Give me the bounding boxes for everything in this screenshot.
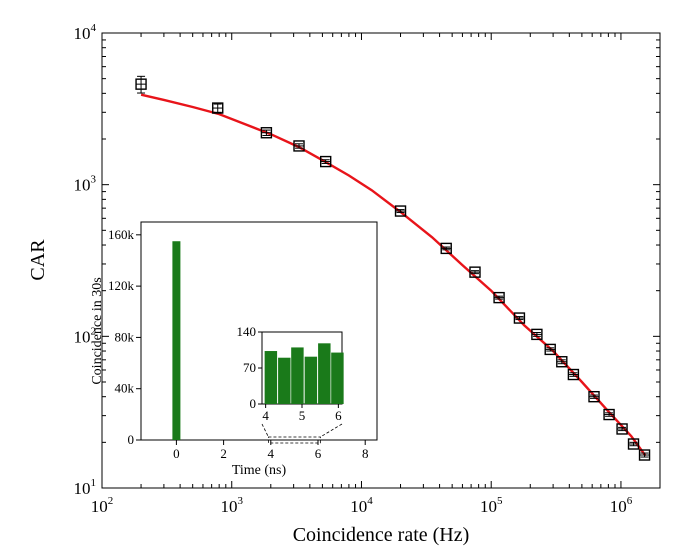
- data-point: [603, 408, 615, 421]
- data-point: [320, 155, 332, 168]
- inset-y-tick-label: 80k: [115, 329, 135, 344]
- main-axis-ticks: [101, 32, 661, 489]
- fit-curve: [140, 93, 647, 457]
- inset-x-tick-label: 0: [173, 446, 180, 461]
- zoom-connector-left: [261, 423, 269, 438]
- zoom-y-tick-label: 140: [237, 324, 257, 339]
- inset-bar: [172, 241, 181, 440]
- inset-x-tick-label: 4: [268, 446, 275, 461]
- inset-y-tick-label: 0: [128, 432, 135, 447]
- y-axis-label: CAR: [27, 239, 49, 281]
- zoom-y-tick-label: 0: [250, 396, 257, 411]
- y-tick-label: 103: [74, 174, 97, 195]
- inset-x-axis-label: Time (ns): [232, 463, 287, 478]
- data-point: [638, 449, 651, 461]
- data-point: [567, 368, 580, 381]
- zoom-connector-right: [320, 423, 343, 438]
- data-point: [588, 390, 600, 403]
- zoom-bars-layer: [264, 343, 344, 404]
- data-point: [493, 291, 505, 304]
- data-point: [212, 102, 224, 114]
- data-point: [469, 266, 481, 278]
- inset-x-tick-label: 2: [220, 446, 227, 461]
- y-tick-label: 102: [74, 325, 97, 346]
- inset-y-tick-label: 40k: [115, 381, 135, 396]
- zoom-x-tick-label: 5: [299, 408, 306, 423]
- main-plot-frame: [101, 32, 661, 489]
- inset-axis-ticks: 0 2 4 6 8 0 40k 80k 120k 160k: [108, 227, 368, 461]
- zoom-bar: [304, 356, 318, 404]
- data-point: [531, 328, 543, 341]
- data-point: [293, 140, 305, 152]
- x-tick-label: 106: [610, 495, 633, 516]
- zoom-bar: [278, 357, 291, 404]
- inset-y-axis-label: Coincidence in 30s: [90, 277, 105, 384]
- zoom-source-box: [268, 436, 321, 444]
- x-tick-label: 103: [220, 495, 243, 516]
- y-tick-label: 104: [74, 22, 97, 43]
- inset-y-tick-label: 160k: [108, 227, 135, 242]
- inset-y-tick-label: 120k: [108, 278, 135, 293]
- x-tick-label: 105: [480, 495, 503, 516]
- zoom-bar: [318, 343, 331, 404]
- fit-curve-layer: [140, 93, 647, 457]
- data-point: [394, 205, 407, 217]
- inset-plot-frame: [140, 221, 378, 441]
- zoom-axis-ticks: 4 5 6 0 70 140: [237, 324, 343, 423]
- zoom-bar: [291, 347, 304, 404]
- y-tick-label: 101: [74, 477, 97, 498]
- data-point: [513, 312, 526, 324]
- data-point: [544, 343, 556, 356]
- x-tick-label: 102: [91, 495, 114, 516]
- zoom-bar: [264, 351, 278, 404]
- data-point: [135, 75, 147, 94]
- inset-bars-layer: [172, 241, 181, 440]
- data-point: [440, 242, 452, 255]
- zoom-bar: [331, 352, 344, 404]
- inset-x-tick-label: 6: [315, 446, 322, 461]
- zoom-x-tick-label: 6: [335, 408, 342, 423]
- x-axis-label: Coincidence rate (Hz): [293, 524, 470, 546]
- data-point: [616, 423, 628, 435]
- x-tick-label: 104: [350, 495, 373, 516]
- data-point: [556, 356, 568, 368]
- data-points-layer: [135, 75, 651, 461]
- zoom-connector: [261, 423, 343, 444]
- data-point: [260, 127, 273, 139]
- zoom-y-tick-label: 70: [243, 360, 256, 375]
- data-point: [627, 438, 640, 450]
- zoom-x-tick-label: 4: [262, 408, 269, 423]
- inset-x-tick-label: 8: [362, 446, 369, 461]
